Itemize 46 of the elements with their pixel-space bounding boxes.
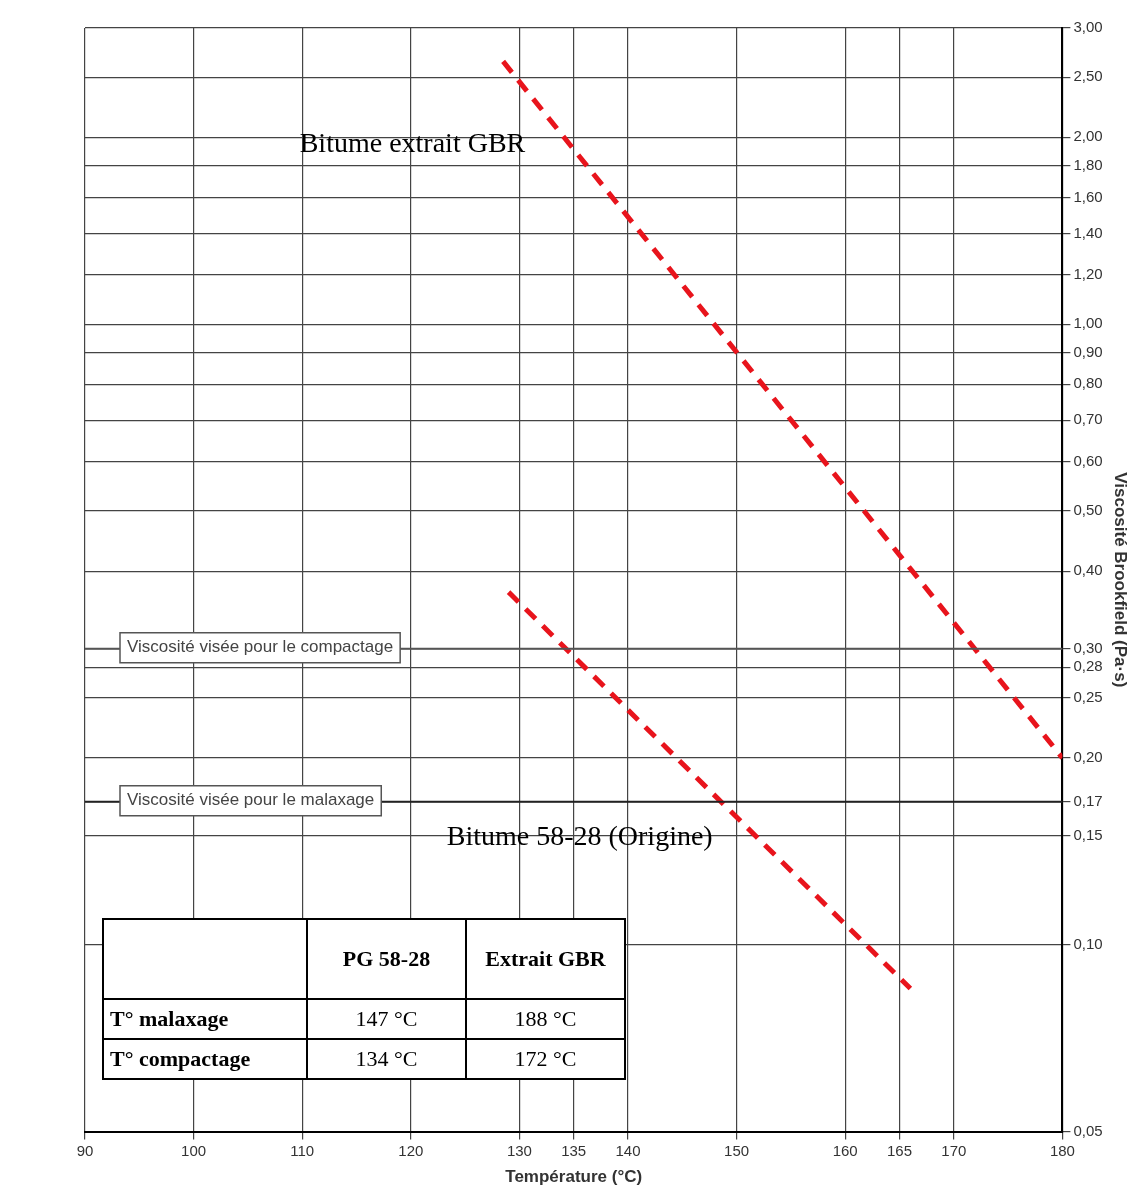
- x-tick-label: 180: [1049, 1141, 1075, 1159]
- y-tick-label: 1,40: [1073, 223, 1103, 241]
- y-tick-label: 0,25: [1073, 687, 1103, 705]
- y-tick-label: 0,28: [1073, 657, 1103, 675]
- x-tick-label: 150: [724, 1141, 750, 1159]
- y-tick-label: 0,60: [1073, 451, 1103, 469]
- x-tick-label: 170: [941, 1141, 967, 1159]
- annotation: 172 °C: [466, 1039, 625, 1079]
- x-tick-label: 100: [181, 1141, 207, 1159]
- y-tick-label: 1,80: [1073, 155, 1103, 173]
- y-tick-label: 0,50: [1073, 501, 1103, 519]
- x-tick-label: 110: [290, 1141, 315, 1159]
- annotation: 134 °C: [307, 1039, 466, 1079]
- y-tick-label: 0,90: [1073, 342, 1103, 360]
- annotation: 188 °C: [466, 999, 625, 1039]
- ref-line-label: Viscosité visée pour le malaxage: [127, 790, 375, 810]
- y-tick-label: 2,00: [1073, 127, 1103, 145]
- y-tick-label: 2,50: [1073, 67, 1103, 85]
- x-tick-label: 120: [398, 1141, 424, 1159]
- y-tick-label: 0,10: [1073, 934, 1103, 952]
- x-tick-label: 165: [886, 1141, 913, 1159]
- x-tick-label: 90: [76, 1141, 94, 1159]
- y-tick-label: 0,30: [1073, 638, 1103, 656]
- annotation: Extrait GBR: [466, 919, 625, 999]
- y-axis-title: Viscosité Brookfield (Pa·s): [1111, 472, 1131, 688]
- x-tick-label: 140: [615, 1141, 641, 1159]
- y-tick-label: 0,70: [1073, 410, 1103, 428]
- x-tick-label: 135: [561, 1141, 587, 1159]
- y-tick-label: 0,20: [1073, 748, 1103, 766]
- y-tick-label: 3,00: [1073, 18, 1103, 36]
- y-tick-label: 0,40: [1073, 561, 1103, 579]
- annotation: T° malaxage: [103, 999, 307, 1039]
- y-tick-label: 0,17: [1073, 791, 1103, 809]
- annotation: 147 °C: [307, 999, 466, 1039]
- y-tick-label: 0,15: [1073, 825, 1103, 843]
- y-tick-label: 1,00: [1073, 314, 1103, 332]
- x-tick-label: 130: [506, 1141, 532, 1159]
- annotation: PG 58-28: [307, 919, 466, 999]
- annotation: T° compactage: [103, 1039, 307, 1079]
- y-tick-label: 1,20: [1073, 265, 1103, 283]
- y-tick-label: 0,05: [1073, 1121, 1103, 1139]
- x-axis-title: Température (°C): [505, 1167, 643, 1187]
- ref-line-label: Viscosité visée pour le compactage: [127, 637, 394, 657]
- x-tick-label: 160: [832, 1141, 858, 1159]
- y-tick-label: 0,80: [1073, 374, 1103, 392]
- y-tick-label: 1,60: [1073, 187, 1103, 205]
